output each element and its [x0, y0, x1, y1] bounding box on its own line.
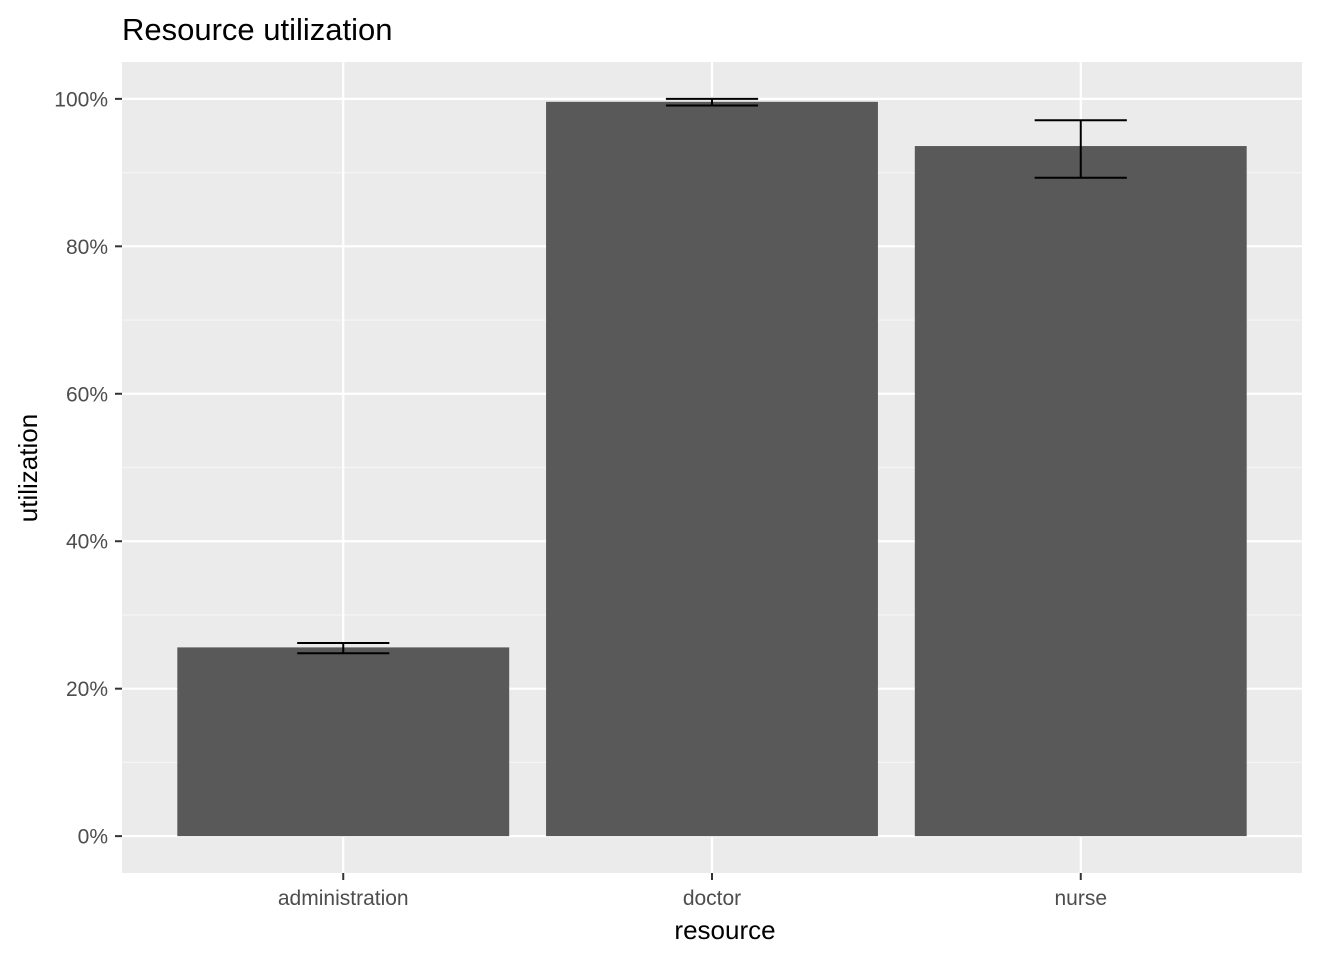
y-tick-label: 100%	[54, 88, 108, 111]
error-bar-doctor	[665, 97, 759, 107]
bar-doctor	[546, 101, 878, 837]
error-bar-nurse	[1034, 119, 1127, 179]
x-tick-label-administration: administration	[278, 887, 409, 910]
y-axis-title: utilization	[13, 414, 43, 522]
x-axis-title: resource	[674, 915, 775, 945]
chart-title: Resource utilization	[122, 12, 393, 47]
bars	[177, 101, 1247, 837]
bar-nurse	[914, 146, 1247, 837]
y-tick-label: 0%	[78, 826, 108, 849]
x-axis: administration doctor nurse	[278, 873, 1107, 910]
error-bar-administration	[297, 641, 390, 655]
y-tick-label: 60%	[66, 383, 108, 406]
y-tick-label: 80%	[66, 236, 108, 259]
y-tick-label: 40%	[66, 531, 108, 554]
x-tick-label-doctor: doctor	[683, 887, 741, 910]
error-bars	[297, 97, 1127, 655]
x-tick-label-nurse: nurse	[1054, 887, 1107, 910]
y-axis: 0% 20% 40% 60% 80% 100%	[54, 88, 122, 849]
y-tick-label: 20%	[66, 678, 108, 701]
bar-administration	[177, 647, 510, 837]
